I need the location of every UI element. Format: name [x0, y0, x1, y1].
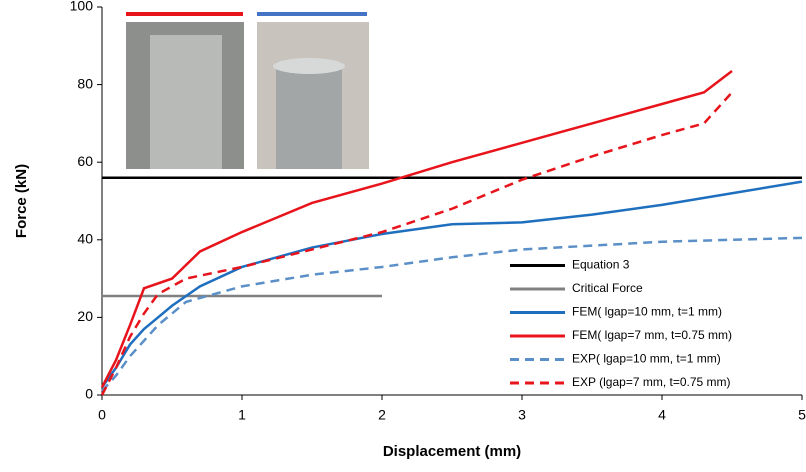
legend-label: EXP (lgap=7 mm, t=0.75 mm)	[572, 375, 731, 389]
y-axis-label: Force (kN)	[13, 164, 30, 238]
x-tick-label: 0	[98, 407, 106, 423]
y-tick-label: 60	[77, 153, 93, 169]
y-tick-label: 20	[77, 308, 93, 324]
x-tick-label: 3	[518, 407, 526, 423]
legend-label: FEM( lgap=7 mm, t=0.75 mm)	[572, 328, 732, 342]
legend-label: Critical Force	[572, 281, 643, 295]
y-tick-label: 40	[77, 231, 93, 247]
y-tick-label: 100	[70, 0, 94, 14]
x-tick-label: 1	[238, 407, 246, 423]
x-tick-label: 2	[378, 407, 386, 423]
photo	[150, 35, 222, 169]
x-axis-label: Displacement (mm)	[383, 443, 521, 460]
photos	[126, 14, 369, 169]
legend-label: Equation 3	[572, 258, 630, 272]
legend-label: EXP( lgap=10 mm, t=1 mm)	[572, 352, 721, 366]
legend-label: FEM( lgap=10 mm, t=1 mm)	[572, 305, 722, 319]
y-tick-label: 80	[77, 75, 93, 91]
chart: Displacement (mm) Force (kN) 02040608010…	[0, 0, 806, 472]
photo	[276, 62, 342, 169]
x-tick-label: 4	[658, 407, 666, 423]
photo	[273, 58, 345, 74]
y-tick-label: 0	[85, 386, 93, 402]
x-tick-label: 5	[798, 407, 806, 423]
